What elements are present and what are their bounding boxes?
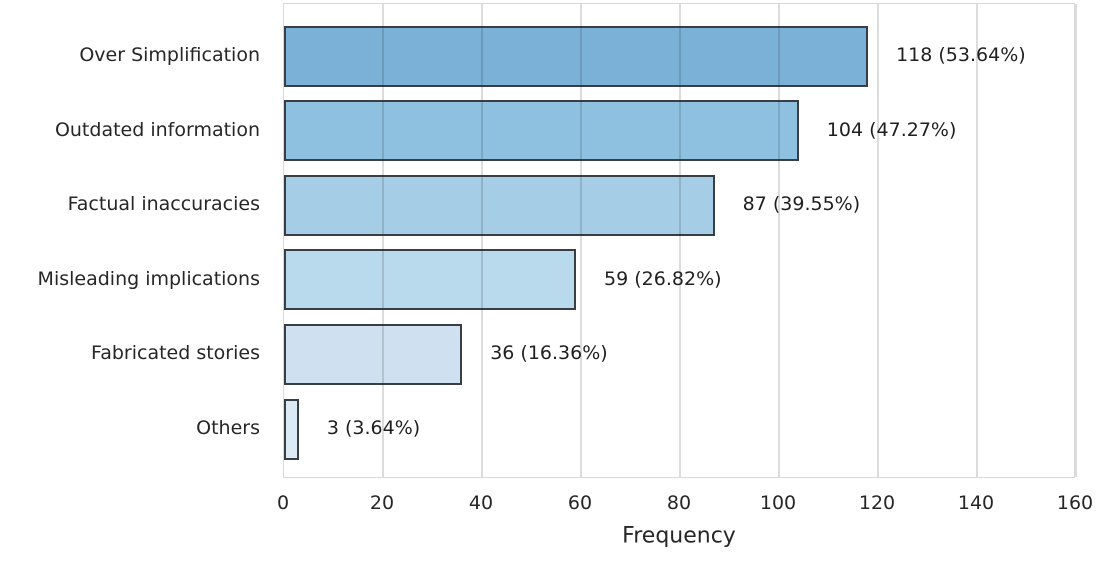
bar-value-label: 3 (3.64%) <box>326 417 421 439</box>
bar-value-label: 59 (26.82%) <box>604 267 722 290</box>
bar <box>284 398 299 460</box>
x-tick-label: 140 <box>957 492 995 514</box>
x-tick-label: 160 <box>1056 492 1094 514</box>
category-label: Fabricated stories <box>91 342 260 365</box>
bar <box>284 100 799 162</box>
gridline <box>877 4 879 477</box>
x-axis-title: Frequency <box>622 523 736 549</box>
gridline <box>1075 4 1077 477</box>
category-label: Others <box>196 417 260 439</box>
category-label: Outdated information <box>54 118 260 141</box>
bar-value-label: 36 (16.36%) <box>490 342 608 365</box>
bar-value-label: 87 (39.55%) <box>742 193 861 216</box>
x-tick-label: 120 <box>858 492 896 514</box>
bar <box>284 323 463 385</box>
category-label: Factual inaccuracies <box>67 193 260 216</box>
bar-value-label: 118 (53.64%) <box>896 44 1026 66</box>
category-label: Misleading implications <box>37 267 260 290</box>
gridline <box>976 4 978 477</box>
bar <box>284 249 577 311</box>
x-tick-label: 40 <box>468 492 494 514</box>
x-tick-label: 80 <box>666 492 692 514</box>
x-tick-label: 100 <box>759 492 797 514</box>
bar <box>284 25 869 87</box>
bar-value-label: 104 (47.27%) <box>826 118 957 141</box>
x-tick-label: 60 <box>567 492 593 514</box>
x-tick-label: 20 <box>369 492 395 514</box>
bar <box>284 174 715 236</box>
plot-area <box>283 3 1077 478</box>
category-label: Over Simplification <box>79 44 260 66</box>
x-tick-label: 0 <box>276 492 290 514</box>
